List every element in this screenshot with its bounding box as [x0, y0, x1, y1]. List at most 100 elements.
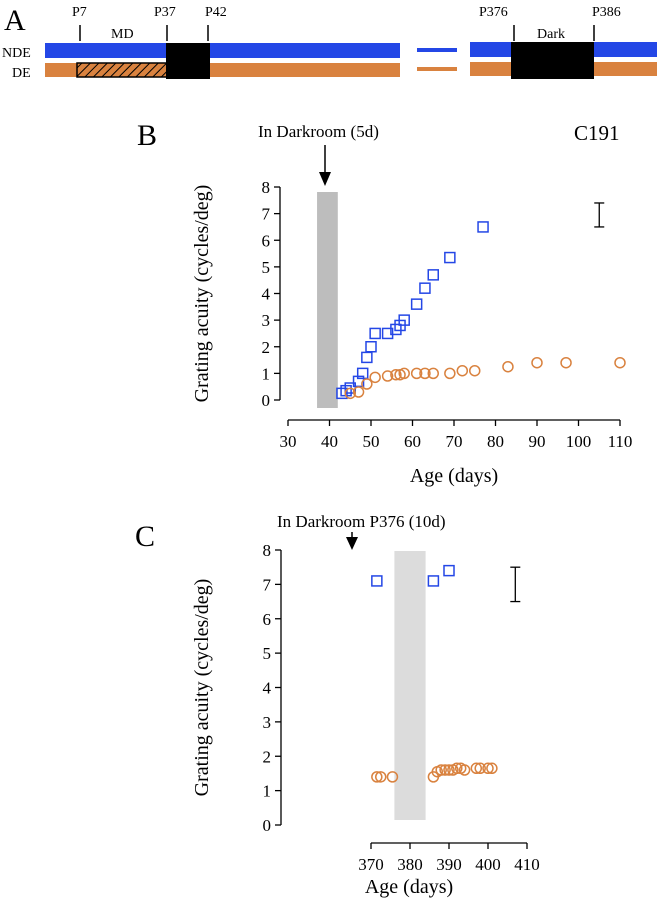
chart-b-square-point: [390, 323, 402, 336]
chart-c-y-tick-label: 5: [263, 644, 272, 663]
nde-gap-line: [417, 48, 457, 52]
chart-b-y-tick-label: 3: [262, 311, 271, 330]
chart-b-y-tick-label: 8: [262, 178, 271, 197]
chart-b-circle-point: [560, 356, 572, 369]
chart-b-square-point: [369, 327, 381, 340]
md-hatched-period: [76, 62, 168, 78]
chart-c-y-axis-title: Grating acuity (cycles/deg): [191, 579, 213, 797]
chart-b-circle-point: [456, 364, 469, 377]
chart-c-y-tick-label: 8: [263, 541, 272, 560]
chart-b-square-point: [410, 298, 423, 310]
chart-c-x-axis-title: Age (days): [365, 876, 453, 898]
chart-c-x-tick-label: 410: [514, 855, 540, 874]
chart-b-y-tick-label: 7: [262, 205, 271, 224]
chart-c-x-tick-label: 400: [475, 855, 501, 874]
p7-label: P7: [72, 5, 87, 20]
panel-a: A NDE DE P7 MD P37 P42 P376 Dark P386: [2, 4, 657, 81]
chart-b-x-tick-label: 70: [446, 432, 463, 451]
chart-b-circle-point: [531, 356, 543, 369]
dark-label: Dark: [537, 27, 565, 42]
chart-b-square-point: [356, 367, 369, 380]
panel-c-letter: C: [135, 520, 155, 553]
chart-b-y-tick-label: 0: [262, 391, 271, 410]
dark-period-box-left: [166, 43, 210, 79]
chart-c-circle-point: [486, 762, 498, 775]
p42-label: P42: [205, 5, 227, 20]
chart-c-x-tick-label: 390: [436, 855, 462, 874]
chart-c-x-tick-label: 370: [358, 855, 384, 874]
chart-b-circle-point: [369, 371, 381, 384]
chart-c-circle-point: [435, 764, 447, 776]
darkroom-annotation-c: In Darkroom P376 (10d): [277, 512, 446, 531]
chart-b-x-tick-label: 60: [404, 432, 421, 451]
chart-c-circle-point: [375, 771, 387, 783]
darkroom-annotation-b: In Darkroom (5d): [258, 122, 379, 141]
chart-c-circle-point: [474, 762, 486, 775]
panel-a-letter: A: [4, 4, 26, 37]
chart-b-circle-point: [398, 367, 410, 380]
chart-b-circle-point: [419, 367, 431, 380]
dark-period-box-right: [511, 42, 594, 79]
chart-b-circle-point: [444, 367, 456, 380]
chart-c-circle-point: [451, 762, 463, 775]
chart-c-circle-point: [371, 771, 383, 783]
chart-b-circle-point: [410, 367, 423, 380]
chart-b-square-point: [365, 341, 377, 353]
de-label: DE: [12, 66, 31, 81]
chart-c-darkroom-period: [394, 551, 426, 820]
p376-label: P376: [479, 5, 508, 20]
md-label: MD: [111, 27, 134, 42]
de-gap-line: [417, 67, 457, 71]
chart-b-x-tick-label: 110: [608, 432, 633, 451]
chart-c-circle-point: [470, 762, 483, 775]
p37-label: P37: [154, 5, 176, 20]
chart-b-y-tick-label: 2: [262, 338, 271, 357]
darkroom-arrow-b: [319, 145, 331, 186]
chart-b-x-tick-label: 100: [566, 432, 592, 451]
darkroom-arrow-c: [346, 532, 358, 550]
chart-c-y-tick-label: 7: [263, 575, 272, 594]
chart-b-circle-point: [469, 364, 481, 377]
chart-b-y-tick-label: 1: [262, 364, 271, 383]
chart-b-circle-point: [361, 378, 373, 390]
chart-c-y-tick-label: 4: [263, 679, 272, 698]
chart-b-square-point: [444, 251, 456, 264]
chart-b-circle-point: [352, 386, 365, 398]
chart-b-x-tick-label: 90: [529, 432, 546, 451]
chart-b-x-axis-title: Age (days): [410, 465, 498, 487]
chart-b-y-axis-title: Grating acuity (cycles/deg): [191, 185, 213, 403]
panel-c: C In Darkroom P376 (10d) 0 1 2 3 4 5 6 7 8 370 380…: [135, 512, 540, 898]
chart-b-square-point: [427, 269, 439, 281]
chart-c: 0 1 2 3 4 5 6 7 8 370 380 390 400 410 Age (days) Gratin…: [191, 541, 540, 898]
chart-b-square-point: [381, 327, 394, 340]
chart-b-x-tick-label: 50: [363, 432, 380, 451]
chart-c-y-tick-label: 1: [263, 782, 272, 801]
chart-c-square-point: [427, 575, 440, 587]
chart-c-circle-point: [482, 762, 494, 775]
nde-label: NDE: [2, 46, 31, 61]
chart-c-circle-point: [458, 764, 471, 776]
chart-b-x-tick-label: 30: [280, 432, 297, 451]
chart-c-circle-point: [439, 764, 451, 776]
chart-b-circle-point: [344, 387, 356, 400]
chart-b-square-point: [419, 282, 431, 294]
panel-b-letter: B: [137, 119, 157, 152]
p386-label: P386: [592, 5, 621, 20]
chart-b-x-tick-label: 40: [321, 432, 338, 451]
chart-b-square-point: [398, 314, 410, 326]
chart-b-square-point: [361, 351, 373, 364]
chart-b-square-point: [477, 221, 489, 233]
chart-c-y-tick-label: 6: [263, 610, 272, 629]
chart-b-circle-point: [614, 356, 626, 369]
chart-c-y-tick-label: 3: [263, 713, 272, 732]
nde-bar-left: [45, 43, 400, 58]
chart-c-y-tick-label: 2: [263, 747, 272, 766]
chart-b-circle-point: [427, 367, 439, 380]
chart-b-y-tick-label: 6: [262, 231, 271, 250]
chart-c-square-point: [371, 575, 383, 587]
chart-b-circle-point: [381, 370, 394, 382]
chart-b-circle-point: [502, 360, 514, 373]
chart-b-y-tick-label: 4: [262, 285, 271, 304]
chart-b-x-tick-label: 80: [487, 432, 504, 451]
chart-b-circle-point: [390, 368, 402, 381]
